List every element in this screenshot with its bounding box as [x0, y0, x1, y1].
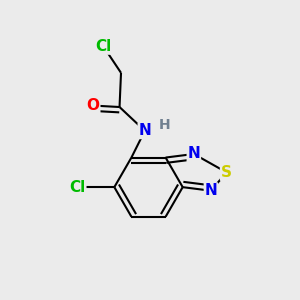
Text: S: S: [221, 165, 232, 180]
Text: N: N: [205, 183, 217, 198]
Text: N: N: [138, 123, 151, 138]
Text: H: H: [158, 118, 170, 132]
Text: N: N: [188, 146, 200, 161]
Text: O: O: [86, 98, 99, 113]
Text: Cl: Cl: [95, 39, 111, 54]
Text: Cl: Cl: [69, 180, 85, 195]
